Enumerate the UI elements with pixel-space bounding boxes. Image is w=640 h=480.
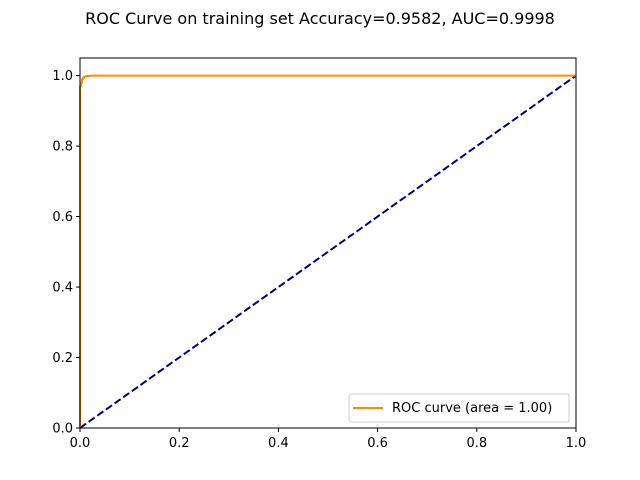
legend-box <box>348 393 570 423</box>
x-tick-label: 0.2 <box>169 436 190 451</box>
y-tick-label: 0.4 <box>52 281 73 296</box>
x-tick-label: 1.0 <box>566 436 587 451</box>
chance-line <box>79 74 577 429</box>
series-layer <box>79 74 577 429</box>
legend-label: ROC curve (area = 1.00) <box>392 401 552 416</box>
y-tick-label: 0.6 <box>52 210 73 225</box>
axes-background <box>80 58 576 428</box>
roc-curve-line <box>79 74 576 428</box>
y-tick-label: 0.2 <box>52 351 73 366</box>
x-tick-label: 0.0 <box>70 436 91 451</box>
chart-title: ROC Curve on training set Accuracy=0.958… <box>85 9 555 28</box>
x-tick-label: 0.8 <box>466 436 487 451</box>
plot-area: 0.0 0.2 0.4 0.6 0.8 1.0 0.0 0.2 0.4 0.6 0.8 1.0 <box>52 57 586 451</box>
x-tick-label: 0.6 <box>367 436 388 451</box>
axes-frame <box>79 57 577 429</box>
y-tick-label: 0.8 <box>52 140 73 155</box>
x-tick-label: 0.4 <box>268 436 289 451</box>
y-tick-label: 1.0 <box>52 69 73 84</box>
legend: ROC curve (area = 1.00) <box>348 393 570 423</box>
ticks-layer: 0.0 0.2 0.4 0.6 0.8 1.0 0.0 0.2 0.4 0.6 0.8 1.0 <box>52 69 586 451</box>
y-tick-label: 0.0 <box>52 422 73 437</box>
